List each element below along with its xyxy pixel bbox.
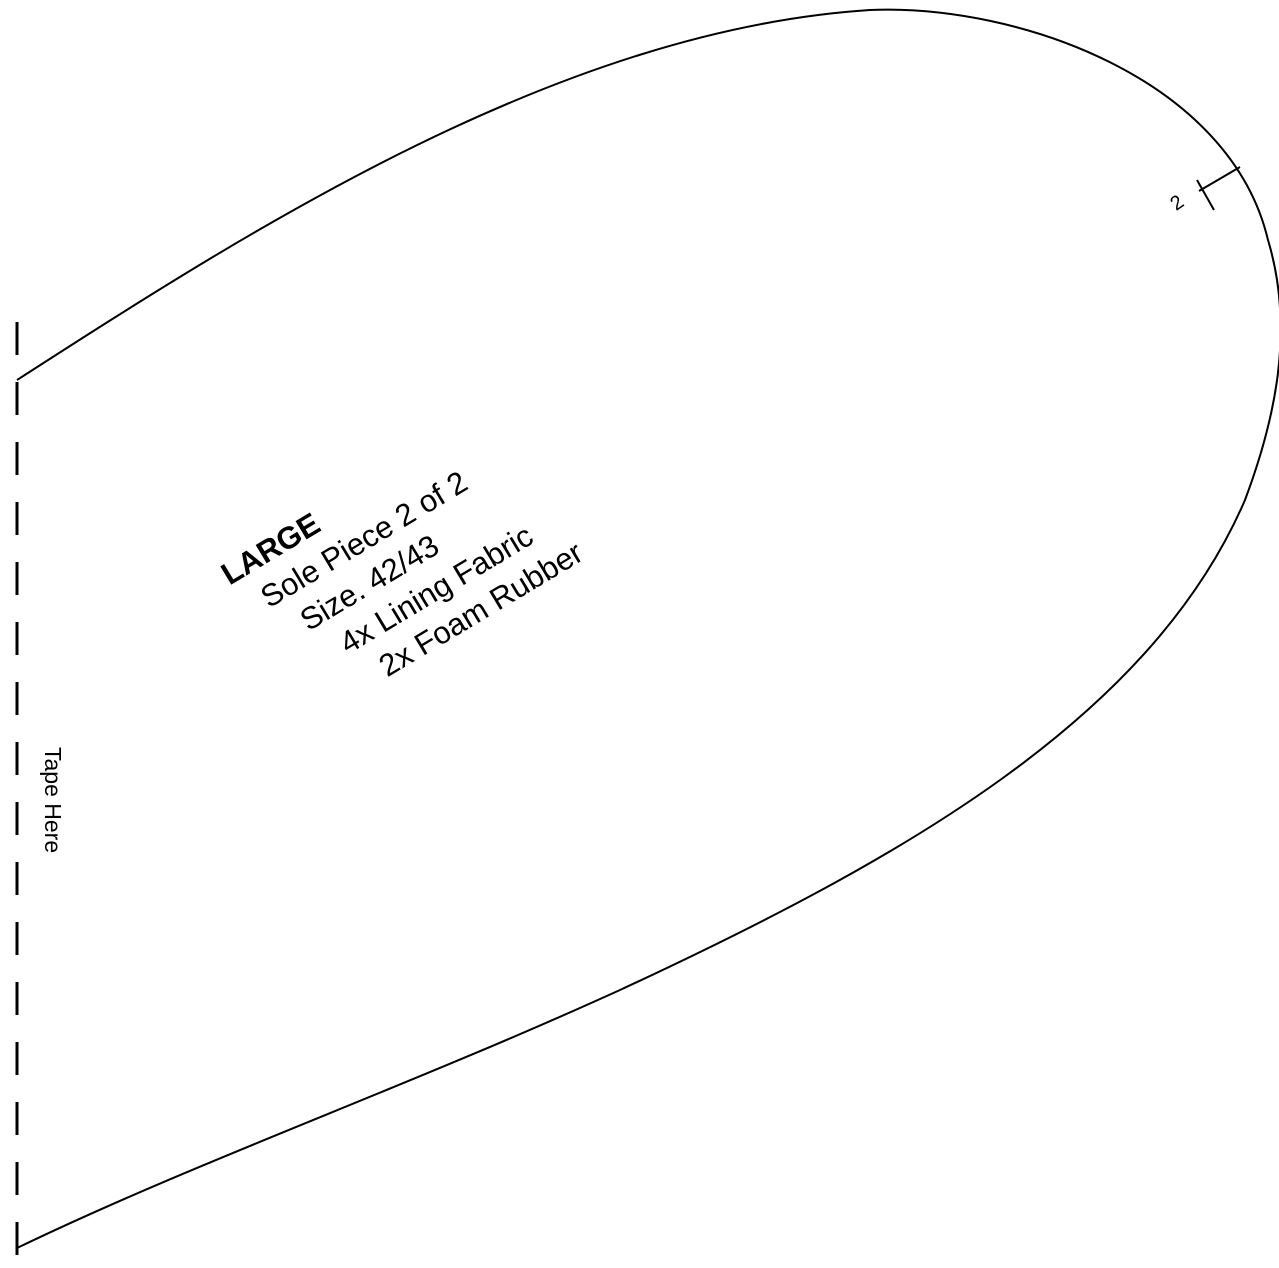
sole-outline [16,8,1279,1249]
notch-mark [1198,166,1241,192]
notch-mark-end [1196,179,1215,211]
tape-here-label: Tape Here [40,747,66,854]
